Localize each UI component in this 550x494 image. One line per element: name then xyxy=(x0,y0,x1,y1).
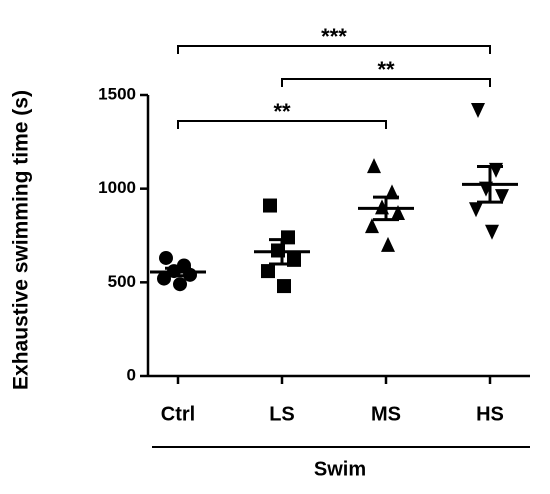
data-point xyxy=(391,205,405,221)
error-bar xyxy=(477,165,503,204)
data-point xyxy=(367,158,381,174)
x-tick-label: MS xyxy=(371,403,401,425)
y-tick-label: 1500 xyxy=(98,84,136,103)
x-tick-label: HS xyxy=(476,403,504,425)
y-axis-label: Exhaustive swimming time (s) xyxy=(10,90,33,390)
x-tick-label: LS xyxy=(269,403,295,425)
y-tick-label: 500 xyxy=(108,272,136,291)
x-tick-label: Ctrl xyxy=(161,403,195,425)
y-tick-label: 0 xyxy=(127,365,136,384)
data-point xyxy=(263,198,277,213)
data-point xyxy=(173,277,187,292)
error-bar xyxy=(165,266,191,278)
y-tick-label: 1000 xyxy=(98,178,136,197)
significance-bracket xyxy=(281,78,491,87)
significance-label: *** xyxy=(321,24,347,49)
significance-label: ** xyxy=(377,57,395,82)
data-point xyxy=(495,189,509,205)
significance-label: ** xyxy=(273,99,291,124)
error-bar xyxy=(269,238,295,266)
data-point xyxy=(469,202,483,218)
significance-bracket xyxy=(177,45,491,54)
data-point xyxy=(277,279,291,294)
error-bar xyxy=(373,195,399,222)
data-point xyxy=(485,224,499,240)
data-point xyxy=(365,218,379,234)
group-label: Swim xyxy=(314,458,366,480)
data-point xyxy=(159,250,173,265)
data-point xyxy=(381,236,395,252)
data-point xyxy=(471,102,485,118)
data-point xyxy=(157,271,171,286)
data-point xyxy=(261,264,275,279)
significance-bracket xyxy=(177,120,387,129)
